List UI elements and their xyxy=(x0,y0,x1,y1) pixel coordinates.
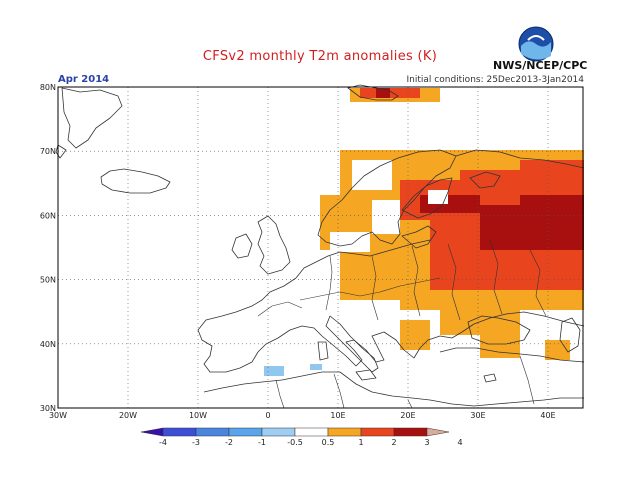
lat-tick-label: 40N xyxy=(40,340,56,349)
no-anomaly-cell xyxy=(372,200,400,234)
colorbar-label: -2 xyxy=(225,438,233,447)
lat-tick-label: 70N xyxy=(40,147,56,156)
anomaly-cell xyxy=(376,88,390,98)
colorbar-swatch xyxy=(228,427,263,437)
colorbar-label: 3 xyxy=(424,438,429,447)
colorbar-arrow-left xyxy=(140,427,164,437)
colorbar-label: 1 xyxy=(358,438,363,447)
no-anomaly-cell xyxy=(330,232,370,252)
lat-tick-label: 60N xyxy=(40,211,56,220)
colorbar-swatch xyxy=(162,427,197,437)
colorbar-swatch xyxy=(393,427,428,437)
colorbar-label: 4 xyxy=(457,438,462,447)
axis-ticks: 30N 40N 50N 60N 70N 80N 30W 20W 10W 0 10E 20E 30E 40E xyxy=(40,83,556,420)
noaa-logo xyxy=(518,26,554,66)
agency-label: NWS/NCEP/CPC xyxy=(493,59,588,72)
lat-tick-label: 30N xyxy=(40,404,56,413)
lat-tick-label: 50N xyxy=(40,276,56,285)
colorbar-swatch xyxy=(294,427,329,437)
colorbar-label: 2 xyxy=(391,438,396,447)
colorbar-swatch xyxy=(261,427,296,437)
colorbar-label: 0.5 xyxy=(322,438,335,447)
forecast-month: Apr 2014 xyxy=(58,74,110,85)
lat-lon-grid xyxy=(58,87,583,408)
lon-tick-label: 30E xyxy=(470,411,485,420)
lon-tick-label: 30W xyxy=(49,411,67,420)
anomaly-cell xyxy=(520,160,584,180)
lon-tick-label: 10W xyxy=(189,411,207,420)
anomaly-cells xyxy=(264,88,584,376)
anomaly-cell xyxy=(400,320,430,350)
colorbar-swatch xyxy=(360,427,395,437)
colorbar-arrow-right xyxy=(426,427,450,437)
anomaly-cell xyxy=(264,366,284,376)
anomaly-cell xyxy=(310,364,322,370)
anomaly-cell xyxy=(440,300,520,335)
no-anomaly-cell xyxy=(352,160,392,190)
colorbar-label: -4 xyxy=(159,438,167,447)
colorbar-swatch xyxy=(195,427,230,437)
no-anomaly-cell xyxy=(428,190,448,204)
map-frame xyxy=(57,86,584,409)
colorbar: -4 -3 -2 -1 -0.5 0.5 1 2 3 4 xyxy=(140,427,463,447)
colorbar-label: -1 xyxy=(258,438,266,447)
chart-title: CFSv2 monthly T2m anomalies (K) xyxy=(202,49,438,64)
colorbar-swatch xyxy=(327,427,362,437)
lon-tick-label: 20W xyxy=(119,411,137,420)
colorbar-label: -0.5 xyxy=(287,438,303,447)
lat-tick-label: 80N xyxy=(40,83,56,92)
initial-conditions: Initial conditions: 25Dec2013-3Jan2014 xyxy=(406,75,584,85)
coastlines xyxy=(55,84,585,409)
lon-tick-label: 40E xyxy=(540,411,555,420)
anomaly-cell xyxy=(520,195,584,215)
lon-tick-label: 20E xyxy=(400,411,415,420)
lon-tick-label: 0 xyxy=(265,411,270,420)
colorbar-label: -3 xyxy=(192,438,200,447)
lon-tick-label: 10E xyxy=(330,411,345,420)
